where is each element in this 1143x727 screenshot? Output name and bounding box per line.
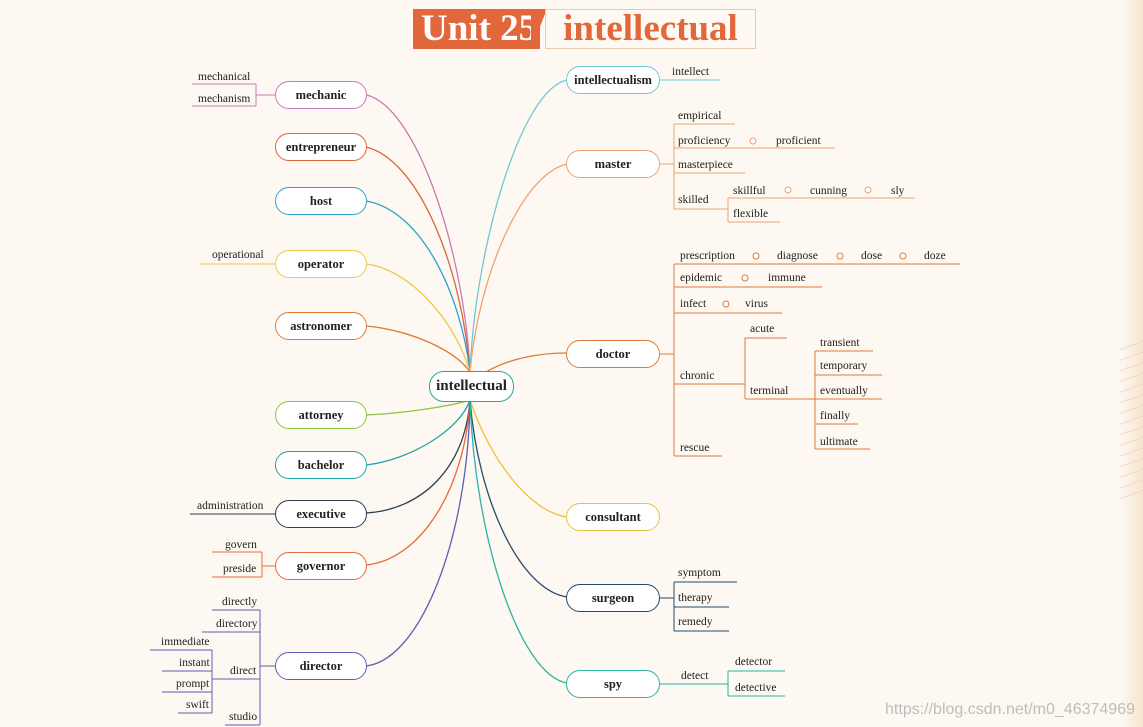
branch-director [365,399,471,667]
node-master[interactable]: master [566,150,660,178]
page-edge-decoration [1121,0,1143,727]
word-directly: directly [222,596,258,608]
node-entrepreneur[interactable]: entrepreneur [275,133,367,161]
node-bachelor[interactable]: bachelor [275,451,367,479]
branch-doctor [485,352,568,373]
word-finally: finally [820,410,851,422]
word-govern: govern [225,539,257,551]
branch-governor [365,399,471,566]
node-surgeon[interactable]: surgeon [566,584,660,612]
branch-bachelor [365,399,471,466]
word-symptom: symptom [678,567,721,579]
branch-consultant [469,399,568,518]
branch-entrepreneur [365,146,471,373]
node-operator[interactable]: operator [275,250,367,278]
word-temporary: temporary [820,360,868,372]
word-detector: detector [735,656,773,668]
branch-executive [365,399,471,514]
node-attorney[interactable]: attorney [275,401,367,429]
word-diagnose: diagnose [777,250,818,262]
node-astronomer[interactable]: astronomer [275,312,367,340]
node-host[interactable]: host [275,187,367,215]
word-skilled: skilled [678,194,709,206]
branch-master [469,163,568,373]
word-immediate: immediate [161,636,210,648]
word-instant: instant [179,657,210,669]
word-terminal: terminal [750,385,789,397]
word-masterpiece: masterpiece [678,159,733,171]
word-preside: preside [223,563,257,575]
word-skillful: skillful [733,185,766,197]
word-intellect: intellect [672,66,710,78]
unit-banner: Unit 25 [413,9,540,49]
word-proficient: proficient [776,135,821,147]
branch-operator [366,263,471,373]
word-virus: virus [745,298,768,310]
word-infect: infect [680,298,707,310]
word-prescription: prescription [680,250,735,262]
edge-stripes-decoration [1119,340,1143,500]
word-rescue: rescue [680,442,710,454]
word-eventually: eventually [820,385,868,397]
word-mechanism: mechanism [198,93,251,105]
branch-attorney [365,399,471,416]
word-empirical: empirical [678,110,722,122]
word-banner: intellectual [545,9,756,49]
branch-host [365,200,471,373]
word-prompt: prompt [176,678,210,690]
word-therapy: therapy [678,592,713,604]
word-transient: transient [820,337,860,349]
word-administration: administration [197,500,264,512]
node-governor[interactable]: governor [275,552,367,580]
word-proficiency: proficiency [678,135,731,147]
unit-banner-tip [531,9,547,49]
branch-mechanic [366,94,471,373]
word-flexible: flexible [733,208,769,220]
node-mechanic[interactable]: mechanic [275,81,367,109]
word-detective: detective [735,682,777,694]
word-direct: direct [230,665,257,677]
node-doctor[interactable]: doctor [566,340,660,368]
word-swift: swift [186,699,209,711]
word-detect: detect [681,670,709,682]
center-node[interactable]: intellectual [429,371,514,402]
word-immune: immune [768,272,806,284]
word-sly: sly [891,185,905,197]
word-operational: operational [212,249,264,261]
word-epidemic: epidemic [680,272,723,284]
node-spy[interactable]: spy [566,670,660,698]
word-acute: acute [750,323,775,335]
node-director[interactable]: director [275,652,367,680]
branch-surgeon [469,399,568,598]
word-studio: studio [229,711,258,723]
branch-spy [469,399,568,684]
watermark-url: https://blog.csdn.net/m0_46374969 [885,701,1135,718]
word-directory: directory [216,618,258,630]
word-doze: doze [924,250,946,262]
branch-astronomer [365,325,471,373]
node-executive[interactable]: executive [275,500,367,528]
word-mechanical: mechanical [198,71,251,83]
word-ultimate: ultimate [820,436,858,448]
word-dose: dose [861,250,883,262]
node-intellectualism[interactable]: intellectualism [566,66,660,94]
word-remedy: remedy [678,616,713,628]
word-chronic: chronic [680,370,715,382]
node-consultant[interactable]: consultant [566,503,660,531]
word-cunning: cunning [810,185,848,197]
branch-intellectualism [469,79,568,373]
